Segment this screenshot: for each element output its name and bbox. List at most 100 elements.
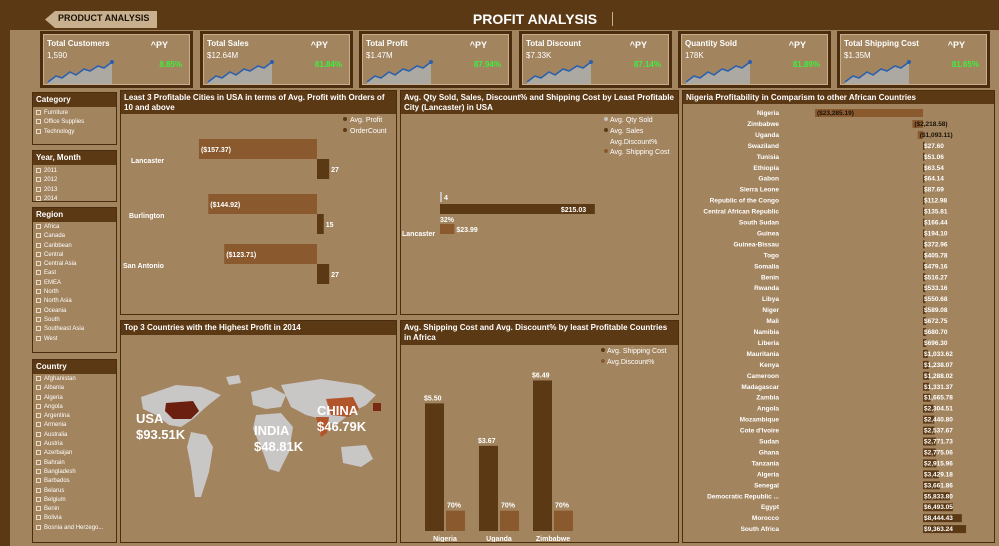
slicer-item[interactable]: Africa xyxy=(33,223,116,232)
shipping-bar[interactable] xyxy=(440,224,455,234)
slicer-item[interactable]: Technology xyxy=(33,128,116,137)
slicer-item[interactable]: Central Asia xyxy=(33,260,116,269)
profit-bar[interactable] xyxy=(923,382,930,391)
india-region[interactable] xyxy=(316,417,329,437)
slicer-item[interactable]: North xyxy=(33,288,116,297)
checkbox-icon[interactable] xyxy=(36,316,41,322)
year-month-slicer[interactable]: Year, Month 2011 2012 2013 2014 xyxy=(32,150,117,202)
shipping-cost-bar[interactable] xyxy=(479,445,498,531)
checkbox-icon[interactable] xyxy=(36,385,41,391)
checkbox-icon[interactable] xyxy=(36,496,41,502)
profit-bar[interactable] xyxy=(923,328,927,336)
profit-bar[interactable] xyxy=(923,437,936,446)
country-slicer[interactable]: Country Afghanistan Albania Algeria Angola A… xyxy=(32,359,117,543)
checkbox-icon[interactable] xyxy=(36,394,41,400)
profit-bar[interactable] xyxy=(923,163,925,172)
slicer-item[interactable]: Belgium xyxy=(33,496,116,505)
profit-bar[interactable] xyxy=(912,119,923,128)
slicer-item[interactable]: Oceania xyxy=(33,307,116,316)
slicer-item[interactable]: West xyxy=(33,335,116,344)
product-analysis-nav-label[interactable]: PRODUCT ANALYSIS xyxy=(58,13,150,23)
slicer-item[interactable]: Southeast Asia xyxy=(33,325,116,334)
profit-bar[interactable] xyxy=(224,244,317,264)
discount-bar[interactable] xyxy=(446,510,465,531)
profit-bar[interactable] xyxy=(208,194,317,214)
profit-bar[interactable] xyxy=(923,306,926,315)
slicer-item[interactable]: Algeria xyxy=(33,394,116,403)
product-analysis-nav-button[interactable] xyxy=(45,11,157,28)
slicer-item[interactable]: Azerbaijan xyxy=(33,449,116,458)
category-slicer[interactable]: Category Furniture Office Supplies Technol… xyxy=(32,92,117,145)
checkbox-icon[interactable] xyxy=(36,413,41,419)
slicer-item[interactable]: 2012 xyxy=(33,176,116,185)
slicer-item[interactable]: Caribbean xyxy=(33,242,116,251)
checkbox-icon[interactable] xyxy=(36,459,41,465)
qty-bar[interactable] xyxy=(440,192,442,202)
china-region[interactable] xyxy=(326,397,359,417)
profit-bar[interactable] xyxy=(917,130,923,139)
profit-bar[interactable] xyxy=(198,139,317,159)
checkbox-icon[interactable] xyxy=(36,233,41,239)
checkbox-icon[interactable] xyxy=(36,335,41,341)
slicer-item[interactable]: Central xyxy=(33,251,116,260)
checkbox-icon[interactable] xyxy=(36,119,41,125)
checkbox-icon[interactable] xyxy=(36,128,41,134)
ordercount-bar[interactable] xyxy=(317,264,330,284)
profit-bar[interactable] xyxy=(923,426,935,435)
profit-bar[interactable] xyxy=(923,317,927,326)
slicer-item[interactable]: Canada xyxy=(33,232,116,241)
profit-bar[interactable] xyxy=(923,196,925,205)
profit-bar[interactable] xyxy=(923,415,935,424)
profit-bar[interactable] xyxy=(923,525,967,534)
usa-region[interactable] xyxy=(165,401,199,419)
slicer-item[interactable]: South xyxy=(33,316,116,325)
checkbox-icon[interactable] xyxy=(36,195,41,201)
slicer-item[interactable]: Armenia xyxy=(33,421,116,430)
profit-bar[interactable] xyxy=(923,503,953,512)
checkbox-icon[interactable] xyxy=(36,289,41,295)
checkbox-icon[interactable] xyxy=(36,441,41,447)
slicer-item[interactable]: Angola xyxy=(33,403,116,412)
slicer-item[interactable]: Bosnia and Herzego... xyxy=(33,524,116,533)
profit-bar[interactable] xyxy=(923,240,925,249)
profit-bar[interactable] xyxy=(923,284,926,293)
checkbox-icon[interactable] xyxy=(36,307,41,313)
profit-bar[interactable] xyxy=(923,229,925,238)
checkbox-icon[interactable] xyxy=(36,279,41,285)
world-map[interactable] xyxy=(121,337,396,527)
slicer-item[interactable]: Benin xyxy=(33,505,116,514)
checkbox-icon[interactable] xyxy=(36,251,41,257)
profit-bar[interactable] xyxy=(923,492,950,501)
checkbox-icon[interactable] xyxy=(36,487,41,493)
checkbox-icon[interactable] xyxy=(36,326,41,332)
profit-bar[interactable] xyxy=(815,109,923,117)
profit-bar[interactable] xyxy=(923,448,936,457)
slicer-item[interactable]: Barbados xyxy=(33,477,116,486)
profit-bar[interactable] xyxy=(923,207,925,216)
profit-bar[interactable] xyxy=(923,174,925,183)
slicer-item[interactable]: Bahrain xyxy=(33,459,116,468)
slicer-item[interactable]: 2014 xyxy=(33,195,116,201)
profit-bar[interactable] xyxy=(923,459,937,468)
slicer-item[interactable]: Argentina xyxy=(33,412,116,421)
slicer-item[interactable]: EMEA xyxy=(33,279,116,288)
profit-bar[interactable] xyxy=(923,338,927,347)
profit-bar[interactable] xyxy=(923,262,926,271)
profit-bar[interactable] xyxy=(923,404,934,413)
slicer-item[interactable]: Belarus xyxy=(33,487,116,496)
slicer-item[interactable]: Australia xyxy=(33,431,116,440)
shipping-cost-bar[interactable] xyxy=(533,380,552,531)
region-slicer[interactable]: Region Africa Canada Caribbean Central Centr… xyxy=(32,207,117,353)
checkbox-icon[interactable] xyxy=(36,468,41,474)
profit-bar[interactable] xyxy=(923,393,931,402)
slicer-item[interactable]: Furniture xyxy=(33,109,116,118)
sales-bar[interactable] xyxy=(440,204,595,214)
profit-bar[interactable] xyxy=(923,514,962,523)
checkbox-icon[interactable] xyxy=(36,478,41,484)
profit-bar[interactable] xyxy=(923,371,929,380)
profit-bar[interactable] xyxy=(923,185,925,194)
ordercount-bar[interactable] xyxy=(317,159,330,179)
checkbox-icon[interactable] xyxy=(36,524,41,530)
checkbox-icon[interactable] xyxy=(36,298,41,304)
slicer-item[interactable]: Austria xyxy=(33,440,116,449)
